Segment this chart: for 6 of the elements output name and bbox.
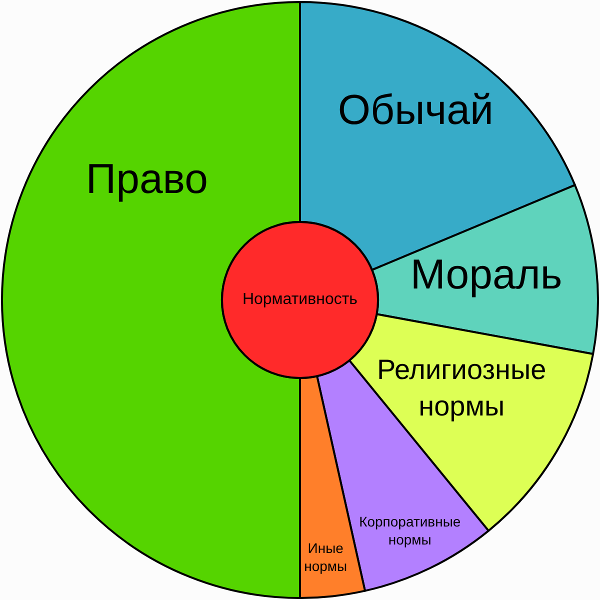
slice-label: Корпоративные нормы bbox=[359, 513, 461, 548]
slice-label: Мораль bbox=[410, 250, 562, 298]
slice-label: Иные нормы bbox=[304, 540, 348, 574]
slice-label: Право bbox=[86, 154, 208, 202]
slice-label: Обычай bbox=[338, 86, 494, 133]
slice-label: Религиозные нормы bbox=[377, 354, 546, 422]
